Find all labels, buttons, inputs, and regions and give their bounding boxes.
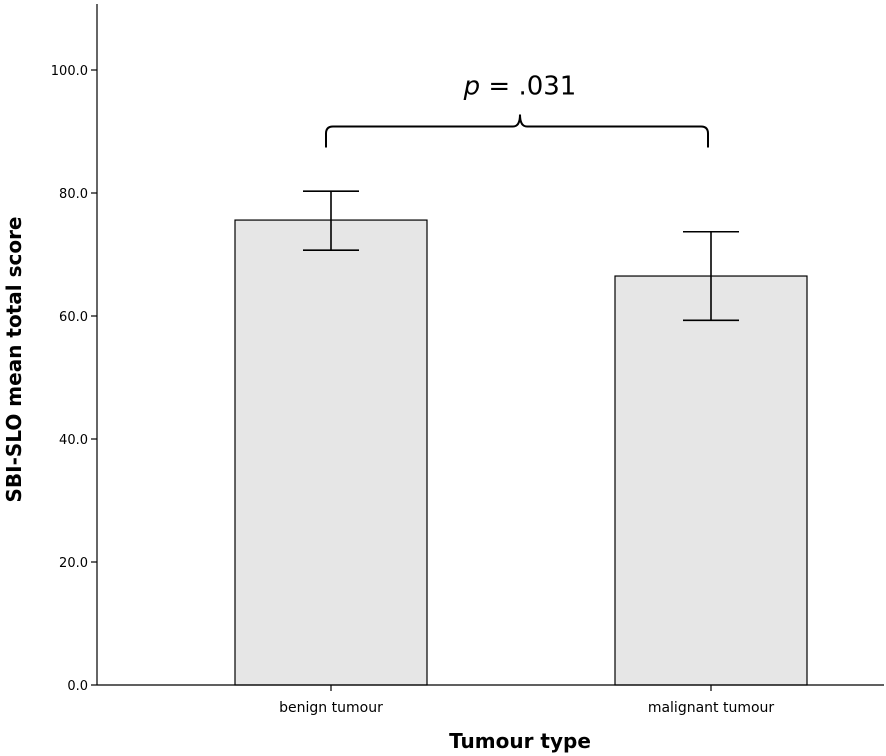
p-number: = .031 [480,72,576,102]
bar [614,275,808,686]
y-tick-label: 60.0 [59,310,88,325]
significance-bracket [325,114,709,148]
y-tick-label: 20.0 [59,556,88,571]
y-axis-title: SBI-SLO mean total score [2,217,26,503]
x-axis-title: Tumour type [449,729,591,753]
y-axis: 0.0 20.0 40.0 60.0 80.0 100.0 [51,4,98,694]
p-value-label: p = .031 [463,72,577,102]
y-tick-label: 80.0 [59,187,88,202]
bars [234,219,808,686]
error-bar [303,190,359,251]
error-bar [683,230,739,322]
bar [234,219,428,686]
y-tick-label: 0.0 [67,679,88,694]
x-tick-label: benign tumour [279,700,383,716]
y-tick-label: 40.0 [59,433,88,448]
error-bars [303,190,739,322]
x-axis: benign tumour malignant tumour [97,684,884,716]
significance-annotation: p = .031 [325,72,709,148]
y-tick-label: 100.0 [51,64,88,79]
x-tick-label: malignant tumour [648,700,775,716]
p-letter: p [463,72,481,102]
